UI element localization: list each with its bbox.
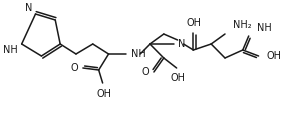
Text: NH: NH bbox=[257, 23, 271, 33]
Text: O: O bbox=[142, 67, 149, 77]
Text: N: N bbox=[178, 39, 185, 49]
Text: OH: OH bbox=[187, 18, 202, 28]
Text: NH₂: NH₂ bbox=[233, 20, 251, 30]
Text: O: O bbox=[70, 63, 78, 73]
Text: OH: OH bbox=[96, 89, 111, 99]
Text: NH: NH bbox=[3, 45, 18, 55]
Text: NH: NH bbox=[131, 49, 146, 59]
Text: OH: OH bbox=[170, 73, 185, 83]
Text: N: N bbox=[25, 3, 32, 13]
Text: OH: OH bbox=[266, 51, 281, 61]
